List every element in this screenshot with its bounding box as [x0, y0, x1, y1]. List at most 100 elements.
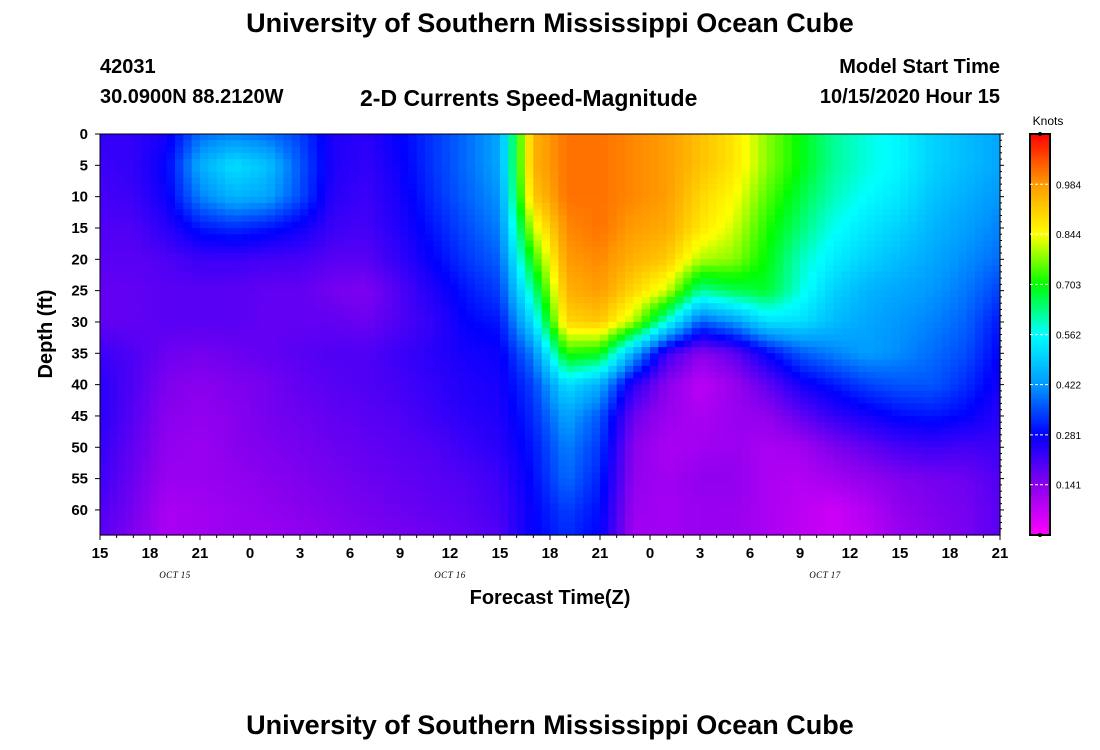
heatmap-cell	[358, 284, 368, 292]
heatmap-cell	[258, 190, 268, 198]
heatmap-cell	[250, 240, 259, 248]
heatmap-cell	[133, 209, 143, 217]
heatmap-cell	[758, 165, 768, 173]
heatmap-cell	[800, 177, 809, 185]
heatmap-cell	[783, 296, 793, 304]
heatmap-cell	[600, 215, 609, 223]
heatmap-cell	[375, 359, 384, 367]
heatmap-cell	[775, 190, 784, 198]
heatmap-cell	[966, 215, 976, 223]
heatmap-cell	[391, 390, 401, 398]
heatmap-cell	[675, 227, 684, 235]
heatmap-cell	[133, 165, 143, 173]
heatmap-cell	[383, 271, 393, 279]
heatmap-cell	[175, 246, 184, 254]
heatmap-cell	[850, 177, 859, 185]
heatmap-cell	[175, 328, 184, 336]
heatmap-cell	[225, 340, 234, 348]
heatmap-cell	[666, 415, 676, 423]
heatmap-cell	[541, 271, 551, 279]
heatmap-cell	[266, 234, 276, 242]
heatmap-cell	[716, 340, 726, 348]
heatmap-cell	[416, 359, 426, 367]
heatmap-cell	[591, 309, 601, 317]
heatmap-cell	[875, 390, 884, 398]
heatmap-cell	[400, 171, 409, 179]
heatmap-cell	[975, 284, 984, 292]
heatmap-cell	[300, 140, 309, 148]
heatmap-cell	[400, 196, 409, 204]
heatmap-cell	[508, 146, 518, 154]
heatmap-cell	[491, 384, 501, 392]
heatmap-cell	[866, 359, 876, 367]
heatmap-cell	[341, 171, 351, 179]
heatmap-cell	[883, 215, 893, 223]
heatmap-cell	[450, 202, 459, 210]
heatmap-cell	[741, 290, 751, 298]
heatmap-cell	[958, 227, 968, 235]
heatmap-cell	[508, 234, 518, 242]
heatmap-cell	[541, 397, 551, 405]
heatmap-cell	[500, 334, 509, 342]
heatmap-cell	[675, 221, 684, 229]
heatmap-cell	[991, 190, 1001, 198]
heatmap-cell	[275, 202, 284, 210]
heatmap-cell	[841, 409, 851, 417]
heatmap-cell	[258, 240, 268, 248]
heatmap-cell	[158, 365, 168, 373]
heatmap-cell	[275, 290, 284, 298]
heatmap-cell	[816, 259, 826, 267]
heatmap-cell	[858, 390, 868, 398]
heatmap-cell	[491, 334, 501, 342]
heatmap-cell	[183, 190, 193, 198]
heatmap-cell	[216, 384, 226, 392]
heatmap-cell	[941, 265, 951, 273]
heatmap-cell	[575, 253, 584, 260]
heatmap-cell	[408, 315, 418, 323]
heatmap-cell	[191, 296, 201, 304]
heatmap-cell	[258, 146, 268, 154]
heatmap-cell	[658, 365, 668, 373]
heatmap-cell	[858, 415, 868, 423]
heatmap-cell	[708, 372, 718, 379]
heatmap-cell	[200, 321, 209, 329]
heatmap-cell	[950, 253, 959, 260]
heatmap-cell	[525, 234, 534, 242]
heatmap-cell	[375, 315, 384, 323]
heatmap-cell	[775, 290, 784, 298]
heatmap-cell	[733, 184, 743, 191]
heatmap-cell	[558, 340, 568, 348]
heatmap-cell	[183, 347, 193, 354]
heatmap-cell	[325, 202, 334, 210]
heatmap-cell	[433, 265, 443, 273]
heatmap-cell	[466, 202, 476, 210]
heatmap-cell	[408, 202, 418, 210]
heatmap-cell	[916, 409, 926, 417]
heatmap-cell	[791, 278, 801, 285]
heatmap-cell	[658, 190, 668, 198]
heatmap-cell	[766, 365, 776, 373]
heatmap-cell	[466, 221, 476, 229]
heatmap-cell	[900, 271, 909, 279]
heatmap-cell	[816, 152, 826, 160]
heatmap-cell	[900, 328, 909, 336]
heatmap-cell	[800, 328, 809, 336]
heatmap-cell	[650, 271, 659, 279]
heatmap-cell	[141, 422, 151, 430]
heatmap-cell	[450, 296, 459, 304]
heatmap-cell	[408, 253, 418, 260]
heatmap-cell	[883, 384, 893, 392]
heatmap-cell	[383, 246, 393, 254]
heatmap-cell	[225, 140, 234, 148]
heatmap-cell	[316, 159, 326, 166]
heatmap-cell	[683, 259, 693, 267]
heatmap-cell	[250, 359, 259, 367]
heatmap-cell	[200, 328, 209, 336]
heatmap-cell	[491, 290, 501, 298]
heatmap-cell	[375, 227, 384, 235]
heatmap-cell	[816, 378, 826, 386]
heatmap-cell	[683, 403, 693, 411]
heatmap-cell	[941, 140, 951, 148]
heatmap-cell	[366, 365, 376, 373]
heatmap-cell	[875, 384, 884, 392]
